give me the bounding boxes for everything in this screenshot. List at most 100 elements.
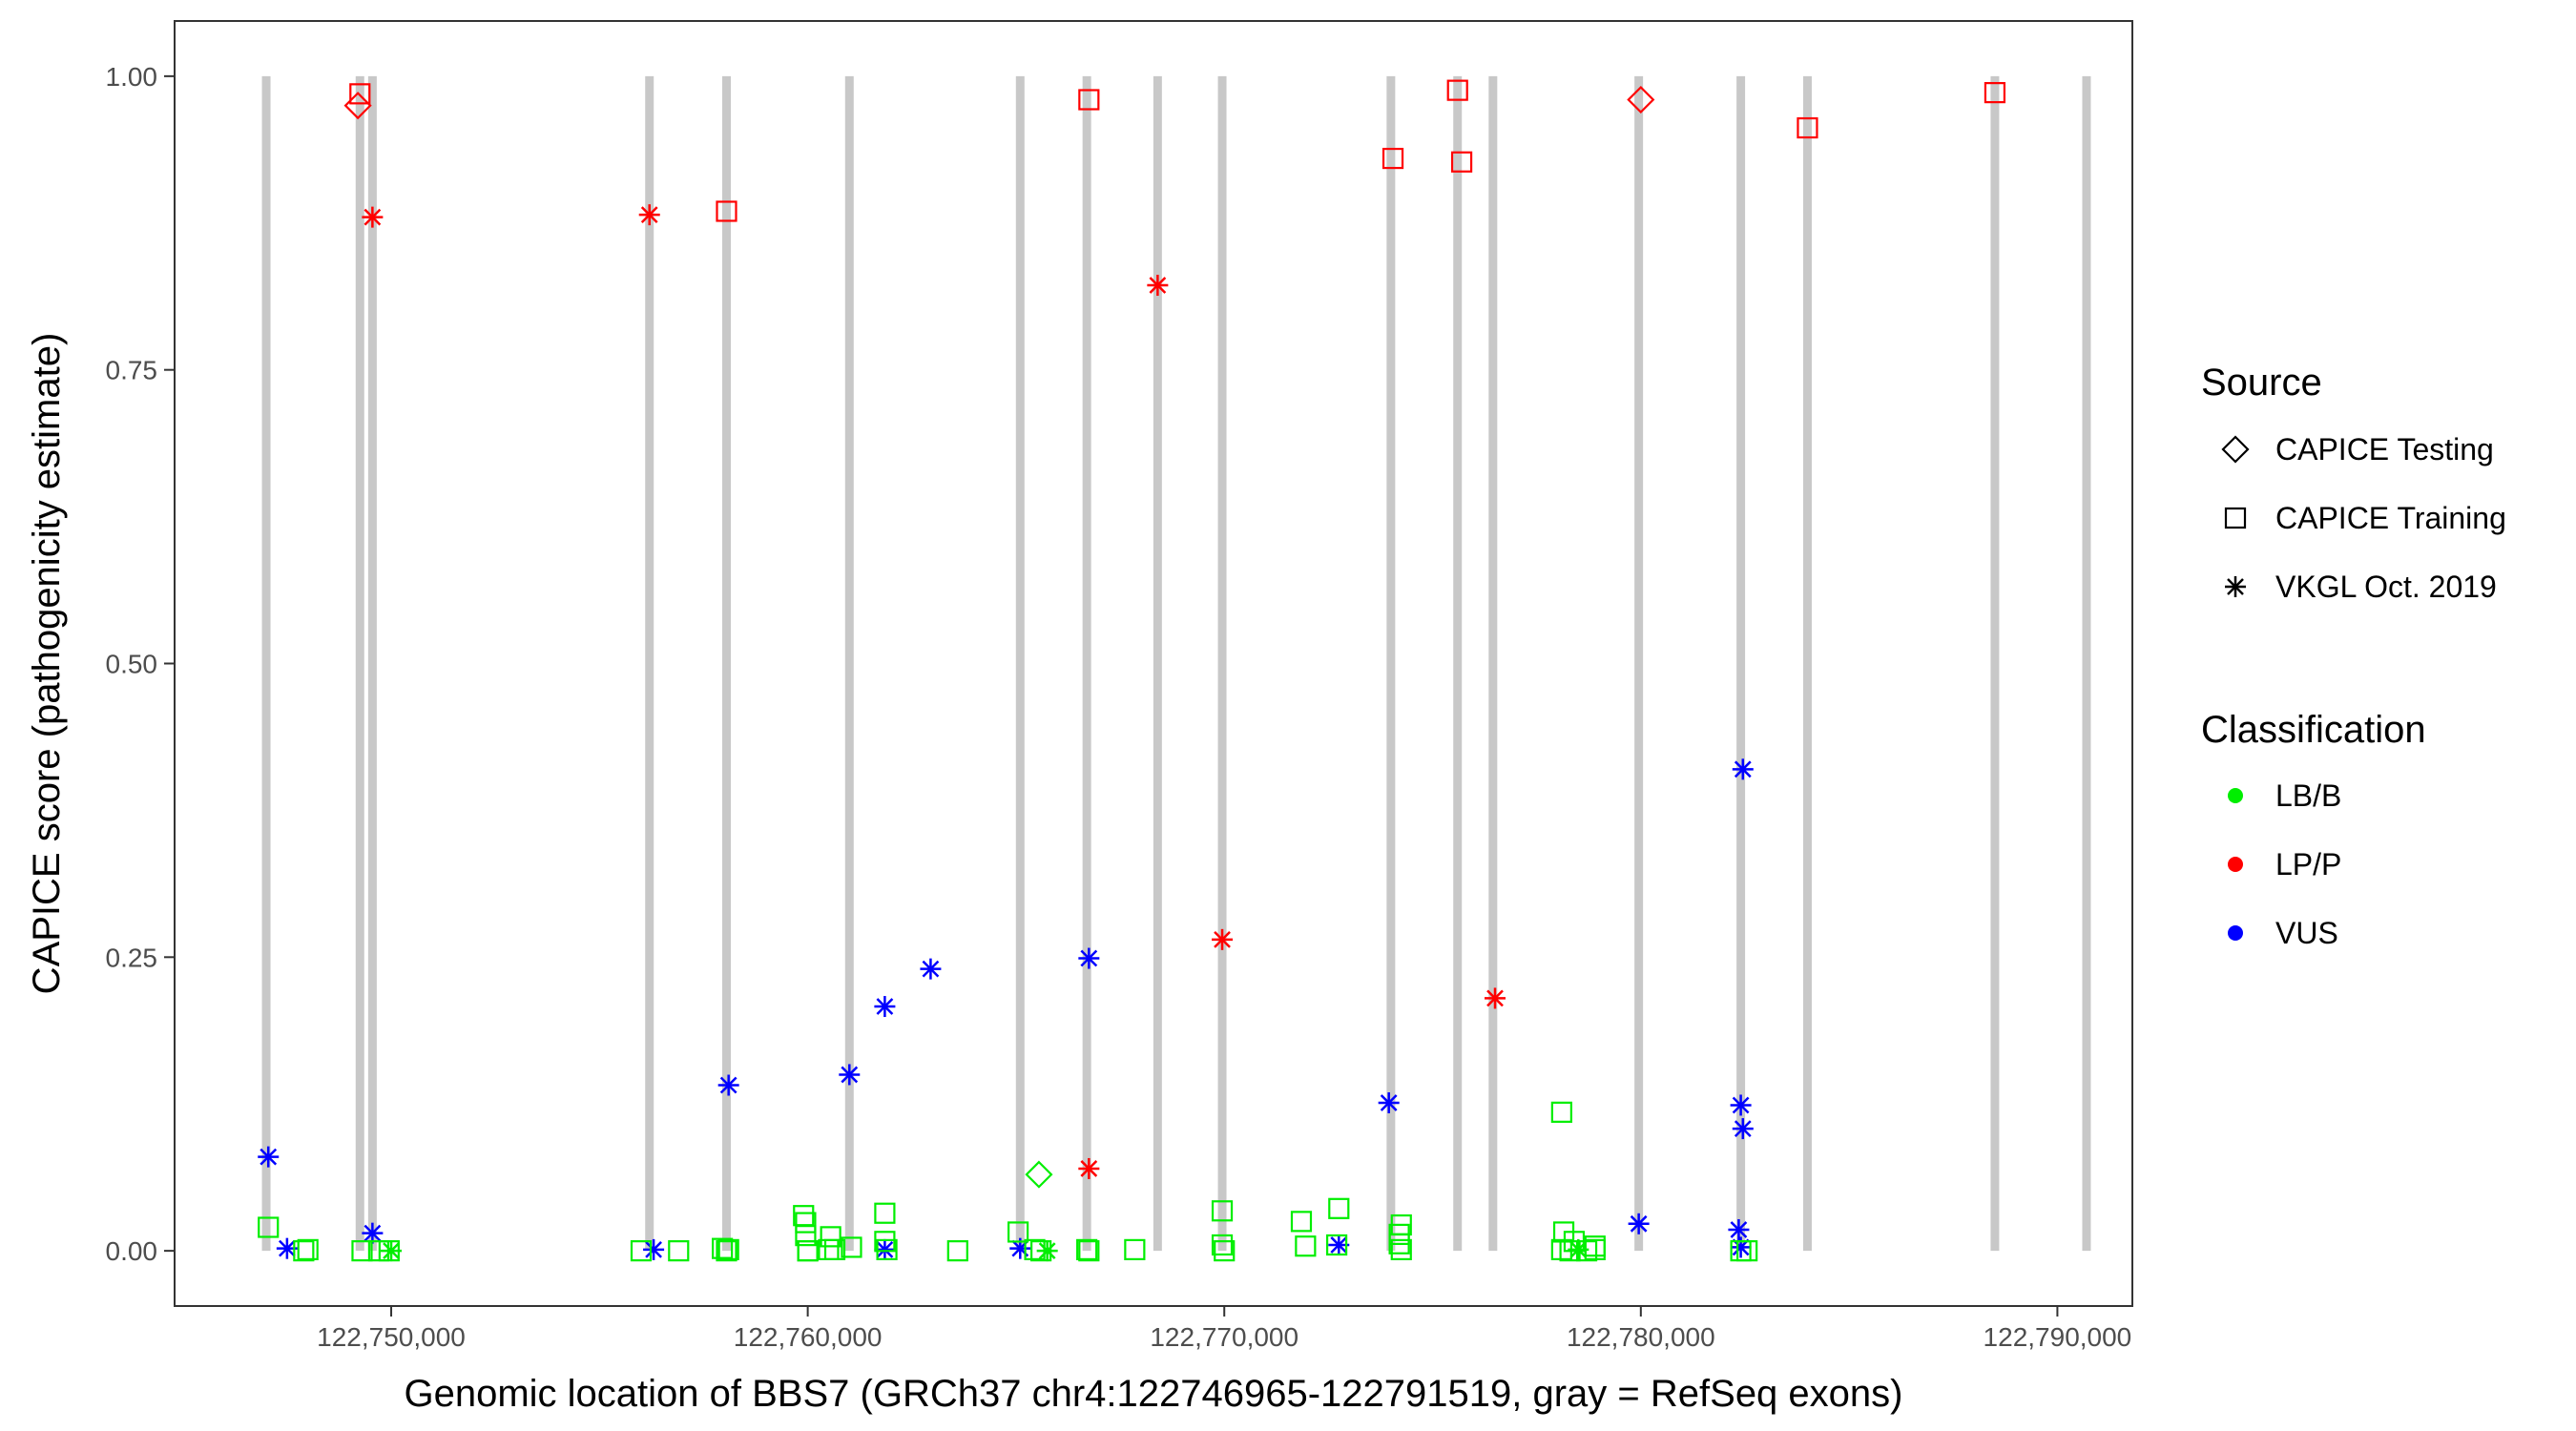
data-point	[1212, 928, 1234, 950]
legend-key-dot	[2228, 788, 2243, 803]
data-point	[1078, 1240, 1100, 1262]
legend-label: LB/B	[2275, 778, 2341, 813]
data-point	[1730, 1094, 1752, 1116]
y-axis-title: CAPICE score (pathogenicity estimate)	[26, 333, 68, 995]
data-point	[1326, 1234, 1348, 1256]
data-point	[1450, 151, 1473, 173]
x-tick-label: 122,780,000	[1567, 1322, 1715, 1352]
data-point	[378, 1240, 400, 1262]
data-point	[1328, 1197, 1350, 1219]
data-point	[1485, 987, 1506, 1009]
data-point	[874, 1238, 896, 1260]
data-point	[630, 1240, 653, 1262]
data-point	[362, 206, 384, 228]
data-point	[946, 1240, 968, 1262]
data-point	[1211, 1234, 1234, 1256]
y-tick-label: 0.25	[106, 943, 158, 972]
data-point	[362, 1222, 384, 1244]
data-point	[920, 958, 942, 980]
data-point	[712, 1237, 734, 1259]
data-point	[258, 1216, 280, 1238]
data-point	[1295, 1235, 1317, 1257]
data-point	[874, 1231, 896, 1253]
data-point	[1627, 85, 1655, 114]
x-axis-title: Genomic location of BBS7 (GRCh37 chr4:12…	[405, 1373, 1903, 1415]
y-tick-label: 0.50	[106, 650, 158, 679]
data-point	[1078, 947, 1100, 969]
points-layer	[258, 79, 2006, 1262]
data-point	[349, 83, 371, 105]
legend-label: CAPICE Testing	[2275, 432, 2494, 467]
data-point	[839, 1064, 861, 1086]
data-point	[1076, 1238, 1098, 1260]
data-point	[1390, 1238, 1412, 1260]
data-point	[258, 1146, 280, 1168]
data-point	[638, 204, 660, 226]
data-point	[716, 1240, 737, 1262]
data-point	[1147, 275, 1169, 297]
data-point	[876, 1238, 898, 1260]
data-point	[1211, 1200, 1234, 1222]
data-point	[276, 1237, 298, 1259]
data-point	[1078, 1157, 1100, 1179]
data-point	[293, 1240, 315, 1262]
x-axis: 122,750,000 122,760,000 122,770,000 122,780…	[317, 1306, 2131, 1352]
data-point	[1381, 147, 1404, 170]
data-point	[1728, 1218, 1750, 1240]
y-tick-label: 0.75	[106, 356, 158, 385]
data-point	[874, 1202, 896, 1224]
data-point	[795, 1212, 817, 1234]
data-point	[1008, 1221, 1029, 1243]
legend-label: CAPICE Training	[2275, 501, 2506, 535]
legend-title-classification: Classification	[2201, 709, 2426, 751]
data-point	[841, 1236, 862, 1258]
data-point	[1584, 1235, 1606, 1257]
data-point	[1388, 1233, 1410, 1255]
legend-key-dot	[2228, 857, 2243, 872]
data-point	[797, 1240, 819, 1262]
data-point	[1984, 82, 2006, 104]
exons-layer	[261, 75, 2091, 1252]
legend-key-dot	[2228, 925, 2243, 941]
data-point	[1378, 1091, 1400, 1113]
data-point	[820, 1226, 841, 1248]
data-point	[1025, 1160, 1053, 1189]
data-point	[351, 1240, 373, 1262]
data-point	[1550, 1101, 1572, 1123]
data-point	[643, 1238, 665, 1260]
data-point	[1036, 1240, 1058, 1262]
data-point	[717, 1238, 739, 1260]
legend: Source CAPICE Testing CAPICE Training VKGL …	[2201, 362, 2506, 950]
data-point	[874, 996, 896, 1018]
data-point	[717, 1074, 739, 1096]
x-tick-label: 122,770,000	[1150, 1322, 1298, 1352]
data-point	[668, 1240, 690, 1262]
legend-key-square	[2224, 507, 2247, 529]
legend-label: VKGL Oct. 2019	[2275, 570, 2497, 604]
y-tick-label: 0.00	[106, 1236, 158, 1266]
data-point	[716, 200, 737, 222]
data-point	[1446, 79, 1468, 101]
data-point	[1732, 1118, 1754, 1140]
data-point	[343, 92, 372, 120]
data-point	[1730, 1236, 1752, 1258]
data-point	[1078, 89, 1100, 111]
legend-key-diamond	[2221, 435, 2250, 464]
data-point	[823, 1238, 846, 1260]
legend-title-source: Source	[2201, 362, 2322, 404]
legend-key-asterisk	[2225, 576, 2246, 597]
y-tick-label: 1.00	[106, 62, 158, 92]
x-tick-label: 122,790,000	[1984, 1322, 2132, 1352]
data-point	[1732, 758, 1754, 780]
data-point	[1328, 1234, 1350, 1255]
data-point	[1290, 1211, 1313, 1233]
x-tick-label: 122,750,000	[317, 1322, 466, 1352]
legend-label: LP/P	[2275, 847, 2341, 881]
data-point	[795, 1225, 817, 1247]
data-point	[1214, 1240, 1236, 1262]
data-point	[1797, 116, 1818, 139]
data-point	[1628, 1213, 1650, 1234]
data-point	[297, 1238, 319, 1260]
